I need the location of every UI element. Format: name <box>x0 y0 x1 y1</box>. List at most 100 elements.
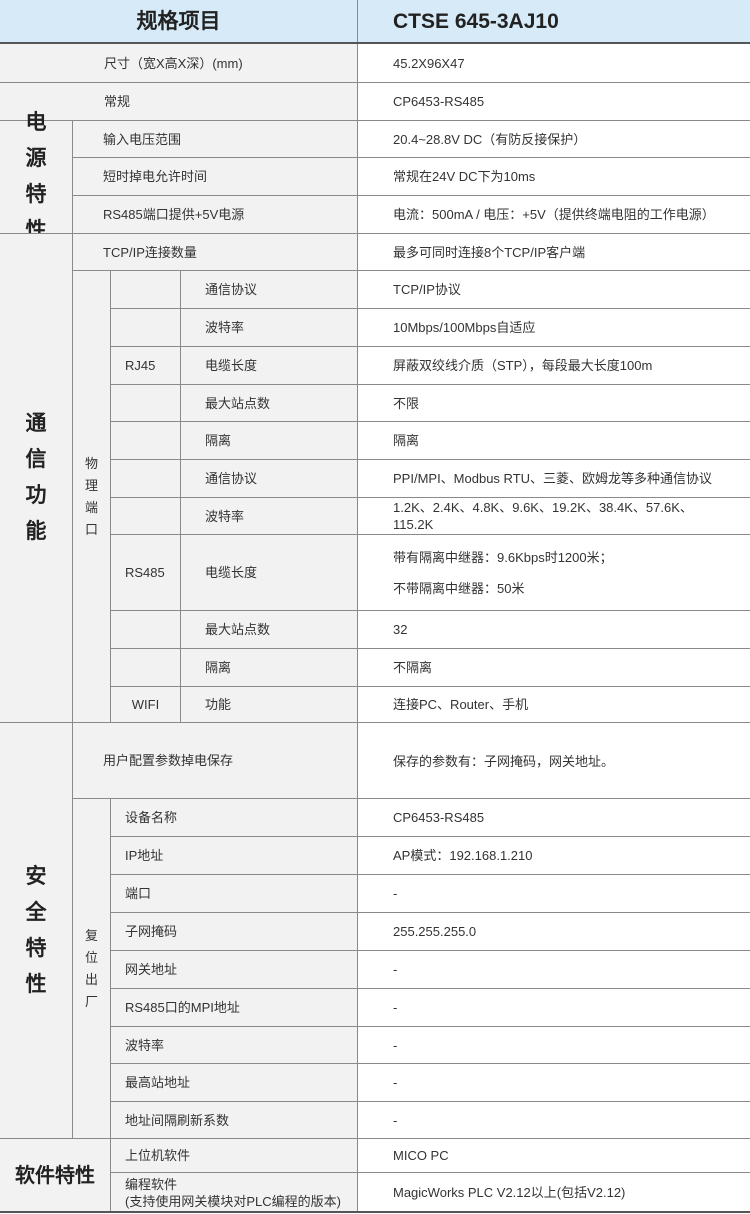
spec-label: 短时掉电允许时间 <box>72 157 357 195</box>
spec-label: 通信协议 <box>180 270 357 308</box>
spec-value: - <box>357 988 750 1026</box>
spec-value-text: AP模式：192.168.1.210 <box>393 848 533 863</box>
spec-label-text: 设备名称 <box>125 810 178 825</box>
spec-value-text: - <box>393 1000 398 1015</box>
spec-label: 上位机软件 <box>110 1138 357 1172</box>
physical-port-label-text: 物 理 端 口 <box>84 455 98 537</box>
spec-value: CP6453-RS485 <box>357 798 750 836</box>
spec-value: MagicWorks PLC V2.12以上(包括V2.12) <box>357 1172 750 1212</box>
section-comm: 通 信 功 能 <box>0 233 72 722</box>
header-model: CTSE 645-3AJ10 <box>357 0 750 43</box>
port-cell <box>110 610 180 648</box>
spec-value: 屏蔽双绞线介质（STP），每段最大长度100m <box>357 346 750 384</box>
spec-value-text: 最多可同时连接8个TCP/IP客户端 <box>393 244 586 260</box>
spec-value: - <box>357 950 750 988</box>
spec-value-text: 常规在24V DC下为10ms <box>393 169 536 184</box>
spec-label-text: 端口 <box>125 886 152 901</box>
spec-label: 地址间隔刷新系数 <box>110 1101 357 1138</box>
spec-value-text: - <box>393 962 398 977</box>
spec-label: 通信协议 <box>180 459 357 497</box>
spec-value-text: - <box>393 1037 398 1053</box>
spec-value-text: 20.4~28.8V DC（有防反接保护） <box>393 131 587 147</box>
spec-label: 最高站地址 <box>110 1063 357 1101</box>
spec-value: 20.4~28.8V DC（有防反接保护） <box>357 120 750 157</box>
section-comm-text: 通 信 功 能 <box>25 412 47 543</box>
spec-value: - <box>357 1101 750 1138</box>
spec-label-text: 隔离 <box>205 660 232 675</box>
spec-value: 不限 <box>357 384 750 421</box>
port-cell: RS485 <box>110 534 180 610</box>
section-power-text: 电 源 特 性 <box>25 111 47 242</box>
spec-label-text: 功能 <box>205 697 232 712</box>
spec-value-text: 隔离 <box>393 433 420 448</box>
spec-value-text: 45.2X96X47 <box>393 55 465 71</box>
reset-factory-label: 复 位 出 厂 <box>72 798 110 1138</box>
spec-label-text: 电缆长度 <box>205 565 258 580</box>
port-cell-text: WIFI <box>131 697 160 712</box>
spec-label-text: 最大站点数 <box>205 395 271 411</box>
spec-label: 网关地址 <box>110 950 357 988</box>
spec-value: 255.255.255.0 <box>357 912 750 950</box>
spec-value: 常规在24V DC下为10ms <box>357 157 750 195</box>
section-software-text: 软件特性 <box>15 1164 95 1187</box>
spec-value-text: CP6453-RS485 <box>393 810 485 825</box>
spec-label-text: IP地址 <box>125 848 164 863</box>
spec-label: 电缆长度 <box>180 346 357 384</box>
spec-label-text: RS485端口提供+5V电源 <box>103 207 245 222</box>
spec-value: - <box>357 1026 750 1063</box>
spec-label: 输入电压范围 <box>72 120 357 157</box>
spec-label: 波特率 <box>110 1026 357 1063</box>
spec-label: 隔离 <box>180 421 357 459</box>
header-spec: 规格项目 <box>0 0 357 43</box>
spec-label: 用户配置参数掉电保存 <box>72 722 357 798</box>
spec-value-text: - <box>393 1112 398 1128</box>
spec-value-text: MagicWorks PLC V2.12以上(包括V2.12) <box>393 1185 626 1200</box>
spec-value: 1.2K、2.4K、4.8K、9.6K、19.2K、38.4K、57.6K、11… <box>357 497 750 534</box>
port-cell <box>110 421 180 459</box>
spec-value-text: 255.255.255.0 <box>393 924 477 939</box>
spec-label: IP地址 <box>110 836 357 874</box>
section-software: 软件特性 <box>0 1138 110 1212</box>
port-cell-text: RJ45 <box>125 358 156 373</box>
spec-value: TCP/IP协议 <box>357 270 750 308</box>
spec-value-text: 不隔离 <box>393 660 433 675</box>
section-security: 安 全 特 性 <box>0 722 72 1138</box>
spec-value: MICO PC <box>357 1138 750 1172</box>
spec-value-text: TCP/IP协议 <box>393 282 461 297</box>
spec-label-text: 子网掩码 <box>125 924 178 939</box>
spec-label: 最大站点数 <box>180 384 357 421</box>
port-cell-text: RS485 <box>125 565 165 580</box>
spec-label-text: 用户配置参数掉电保存 <box>103 753 234 768</box>
spec-label-text: 通信协议 <box>205 471 258 486</box>
spec-value: CP6453-RS485 <box>357 82 750 120</box>
port-cell <box>110 459 180 497</box>
spec-label: 子网掩码 <box>110 912 357 950</box>
physical-port-label: 物 理 端 口 <box>72 270 110 722</box>
spec-label: 电缆长度 <box>180 534 357 610</box>
reset-factory-label-text: 复 位 出 厂 <box>84 927 98 1009</box>
spec-label: 设备名称 <box>110 798 357 836</box>
port-cell <box>110 497 180 534</box>
spec-value-text: 带有隔离中继器：9.6Kbps时1200米； <box>393 549 613 565</box>
spec-label-general: 常规 <box>0 82 357 120</box>
spec-label: 波特率 <box>180 497 357 534</box>
spec-label-text: 通信协议 <box>205 282 258 297</box>
spec-value-text-2: 不带隔离中继器：50米 <box>393 580 525 596</box>
spec-label-text: RS485口的MPI地址 <box>125 1000 240 1015</box>
spec-label-text: 隔离 <box>205 433 232 448</box>
spec-label-text: 波特率 <box>205 508 245 524</box>
spec-value: AP模式：192.168.1.210 <box>357 836 750 874</box>
spec-label: 最大站点数 <box>180 610 357 648</box>
spec-value: 32 <box>357 610 750 648</box>
spec-value-text: CP6453-RS485 <box>393 94 485 109</box>
spec-value-text: 保存的参数有：子网掩码，网关地址。 <box>393 754 615 769</box>
spec-value-text: - <box>393 886 398 901</box>
spec-label: 端口 <box>110 874 357 912</box>
spec-value-text: 1.2K、2.4K、4.8K、9.6K、19.2K、38.4K、57.6K、11… <box>393 500 693 532</box>
spec-label: 编程软件 (支持使用网关模块对PLC编程的版本) <box>110 1172 357 1212</box>
spec-value-text: 10Mbps/100Mbps自适应 <box>393 320 536 335</box>
spec-value: 45.2X96X47 <box>357 43 750 82</box>
spec-value: 连接PC、Router、手机 <box>357 686 750 722</box>
spec-label-text: 电缆长度 <box>205 358 258 373</box>
spec-value: 隔离 <box>357 421 750 459</box>
